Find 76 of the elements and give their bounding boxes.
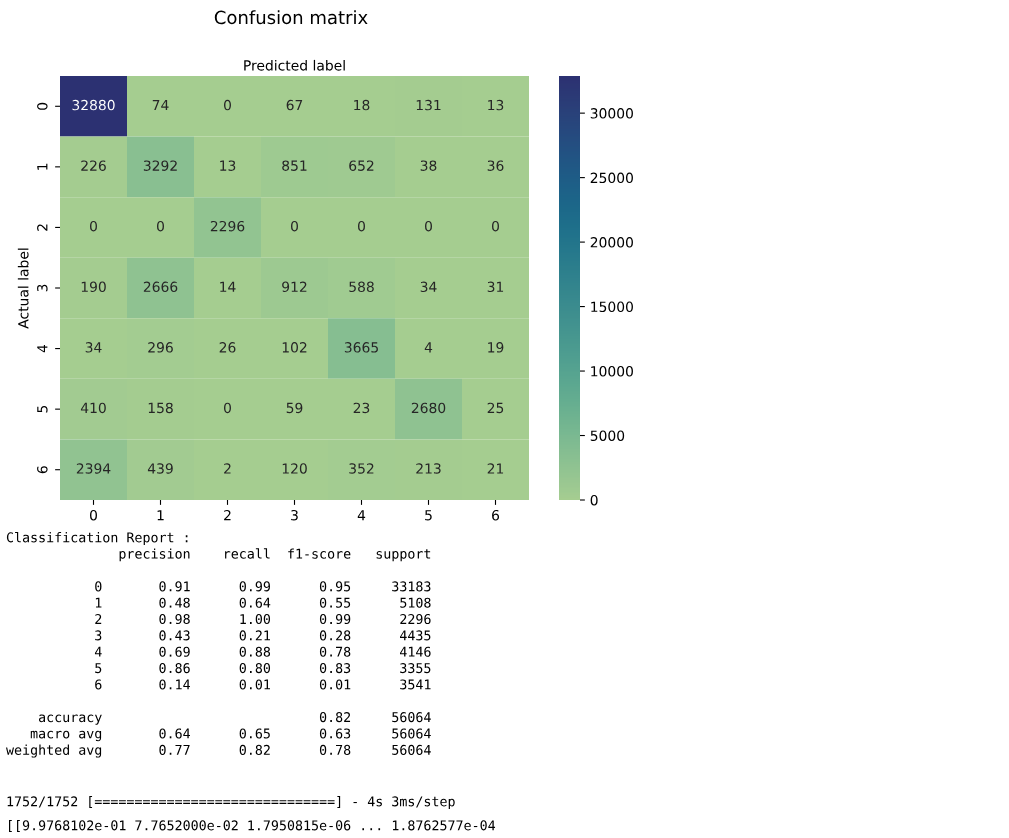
- y-tick-label: 0: [37, 102, 48, 110]
- data-label: 3292: [143, 160, 177, 171]
- y-tick-label: 5: [37, 405, 48, 413]
- data-label: 120: [282, 463, 307, 474]
- data-label: 102: [282, 342, 307, 353]
- color-bar-label: 15000: [591, 301, 633, 313]
- y-tick-label: 3: [37, 284, 48, 292]
- data-label: 0: [358, 220, 365, 232]
- x-axis-title: Predicted label: [244, 59, 345, 71]
- text: Classification Report : precision recall f1-score support 0 0.91 0.99 0.95 33183 1 0.48 0.64 0.55 5108 2 0.98 1.00 0.99 2296 3 0.43 0.21 0.28 4435 4 0.69 0.88 0.78 4146 5 0.86 0.80 0.83 3355 6 0.14 0.01 0.01 3541 accuracy 0.82 56064 macro avg 0.64 0.65 0.63 56064 weighted avg 0.77 0.82 0.78 56064: [6, 532, 431, 758]
- x-tick-label: 1: [157, 510, 164, 521]
- data-label: 74: [152, 99, 169, 111]
- x-tick-label: 3: [291, 509, 298, 521]
- x-tick-label: 5: [425, 510, 432, 521]
- text: 1752/1752 [==============================] - 4s 3ms/step: [7, 796, 455, 809]
- data-label: 31: [487, 281, 504, 293]
- data-label: 0: [291, 220, 298, 232]
- data-label: 13: [488, 99, 504, 111]
- data-label: 851: [282, 160, 307, 171]
- data-label: 23: [353, 402, 370, 414]
- data-label: 2394: [76, 463, 111, 474]
- data-label: 21: [487, 463, 504, 474]
- data-label: 2666: [143, 281, 178, 293]
- data-label: 59: [286, 402, 303, 414]
- data-label: 34: [85, 342, 102, 353]
- data-label: 3665: [344, 342, 378, 353]
- color-bar-label: 10000: [591, 366, 633, 377]
- data-label: 131: [416, 99, 441, 111]
- x-tick-label: 0: [90, 509, 97, 521]
- data-label: 2: [224, 463, 231, 474]
- x-tick-label: 2: [224, 509, 231, 521]
- data-label: 13: [220, 160, 236, 171]
- color-bar-label: 0: [590, 494, 598, 506]
- data-label: 36: [487, 160, 504, 171]
- data-label: 0: [224, 99, 231, 111]
- data-label: 652: [349, 160, 374, 171]
- data-label: 0: [224, 402, 231, 414]
- data-label: 34: [420, 281, 437, 293]
- data-label: 67: [286, 99, 303, 111]
- data-label: 38: [420, 160, 437, 171]
- data-label: 32880: [72, 99, 115, 111]
- data-label: 352: [349, 463, 374, 474]
- data-label: 18: [354, 99, 370, 111]
- data-label: 19: [488, 342, 504, 353]
- color-bar-label: 5000: [590, 430, 625, 441]
- data-label: 2680: [411, 402, 446, 414]
- chart-title: Confusion matrix: [214, 10, 368, 25]
- y-tick-label: 6: [37, 466, 48, 474]
- data-label: 26: [219, 342, 236, 353]
- data-label: 0: [157, 220, 164, 232]
- data-label: 213: [416, 463, 441, 474]
- data-label: 226: [81, 160, 106, 171]
- data-label: 439: [147, 463, 173, 474]
- text: [[9.9768102e-01 7.7652000e-02 1.7950815e-06 ... 1.8762577e-04: [9, 820, 496, 832]
- color-bar-label: 20000: [590, 237, 633, 248]
- data-label: 158: [148, 402, 173, 414]
- data-label: 4: [424, 342, 433, 353]
- data-label: 0: [425, 220, 432, 232]
- data-label: 0: [492, 220, 499, 232]
- data-label: 25: [487, 402, 504, 414]
- y-tick-label: 4: [37, 344, 48, 353]
- y-tick-label: 1: [37, 163, 48, 170]
- data-label: 0: [90, 220, 97, 232]
- data-label: 588: [349, 281, 374, 293]
- color-bar-label: 25000: [590, 172, 633, 184]
- x-tick-label: 6: [492, 509, 500, 521]
- data-label: 410: [80, 402, 106, 414]
- data-label: 14: [220, 281, 236, 292]
- y-tick-label: 2: [37, 224, 48, 231]
- x-tick-label: 4: [357, 510, 366, 521]
- color-bar-label: 30000: [590, 108, 633, 119]
- y-axis-title: Actual label: [17, 248, 29, 329]
- data-label: 190: [81, 281, 106, 293]
- data-label: 296: [148, 342, 173, 353]
- data-label: 912: [282, 281, 307, 293]
- data-label: 2296: [210, 220, 245, 232]
